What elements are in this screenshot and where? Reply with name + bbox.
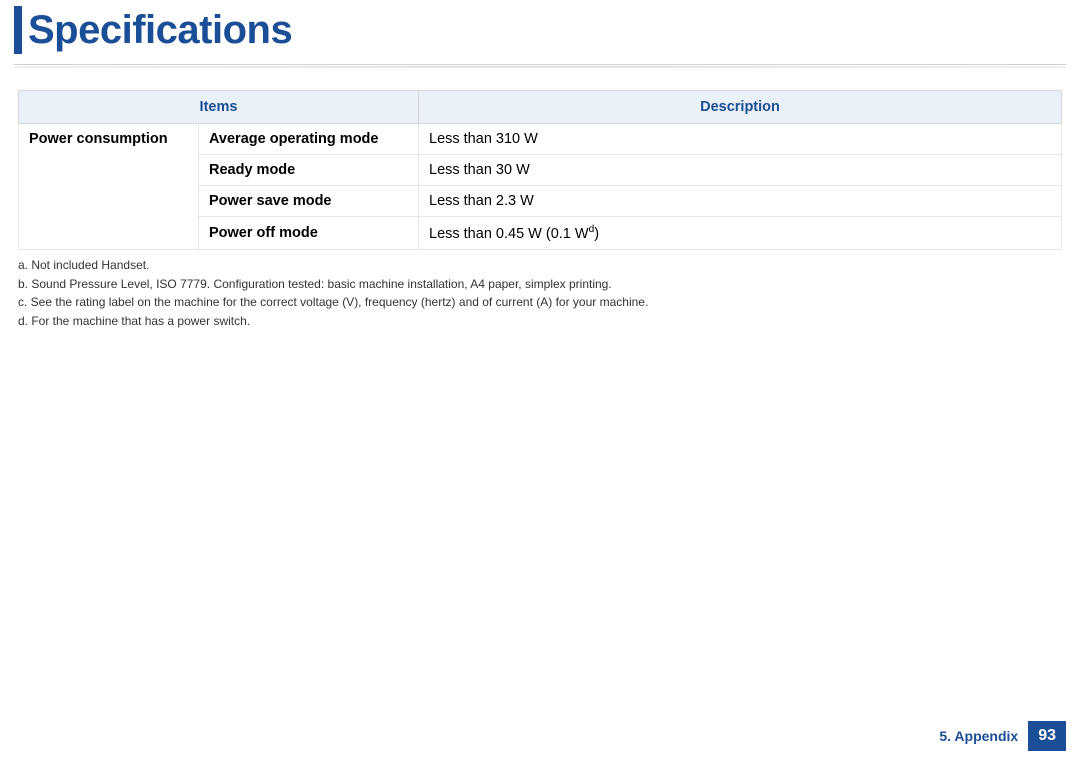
page: Specifications Items Description Power c… bbox=[0, 0, 1080, 763]
header-items: Items bbox=[19, 91, 419, 124]
footer-section: 5. Appendix bbox=[939, 728, 1018, 744]
specifications-table: Items Description Power consumption Aver… bbox=[18, 90, 1062, 250]
footer: 5. Appendix 93 bbox=[939, 721, 1066, 751]
sub-power-save: Power save mode bbox=[199, 186, 419, 217]
desc-power-save: Less than 2.3 W bbox=[419, 186, 1062, 217]
desc-average-operating: Less than 310 W bbox=[419, 124, 1062, 155]
group-power-consumption: Power consumption bbox=[19, 124, 199, 250]
footnote-d: d. For the machine that has a power swit… bbox=[18, 312, 1062, 331]
footnote-b: b. Sound Pressure Level, ISO 7779. Confi… bbox=[18, 275, 1062, 294]
table-row: Power consumption Average operating mode… bbox=[19, 124, 1062, 155]
desc-power-off: Less than 0.45 W (0.1 Wd) bbox=[419, 217, 1062, 250]
sub-average-operating: Average operating mode bbox=[199, 124, 419, 155]
footnote-a: a. Not included Handset. bbox=[18, 256, 1062, 275]
sub-ready-mode: Ready mode bbox=[199, 155, 419, 186]
table-header-row: Items Description bbox=[19, 91, 1062, 124]
desc-power-off-suffix: ) bbox=[594, 226, 599, 242]
sub-power-off: Power off mode bbox=[199, 217, 419, 250]
title-accent-bar bbox=[14, 6, 22, 54]
footnotes: a. Not included Handset. b. Sound Pressu… bbox=[18, 256, 1062, 331]
divider-line bbox=[14, 64, 1066, 68]
page-title: Specifications bbox=[28, 8, 292, 53]
footnote-c: c. See the rating label on the machine f… bbox=[18, 293, 1062, 312]
desc-power-off-prefix: Less than 0.45 W (0.1 W bbox=[429, 226, 589, 242]
title-row: Specifications bbox=[14, 0, 1066, 54]
desc-ready-mode: Less than 30 W bbox=[419, 155, 1062, 186]
page-number: 93 bbox=[1028, 721, 1066, 751]
header-description: Description bbox=[419, 91, 1062, 124]
